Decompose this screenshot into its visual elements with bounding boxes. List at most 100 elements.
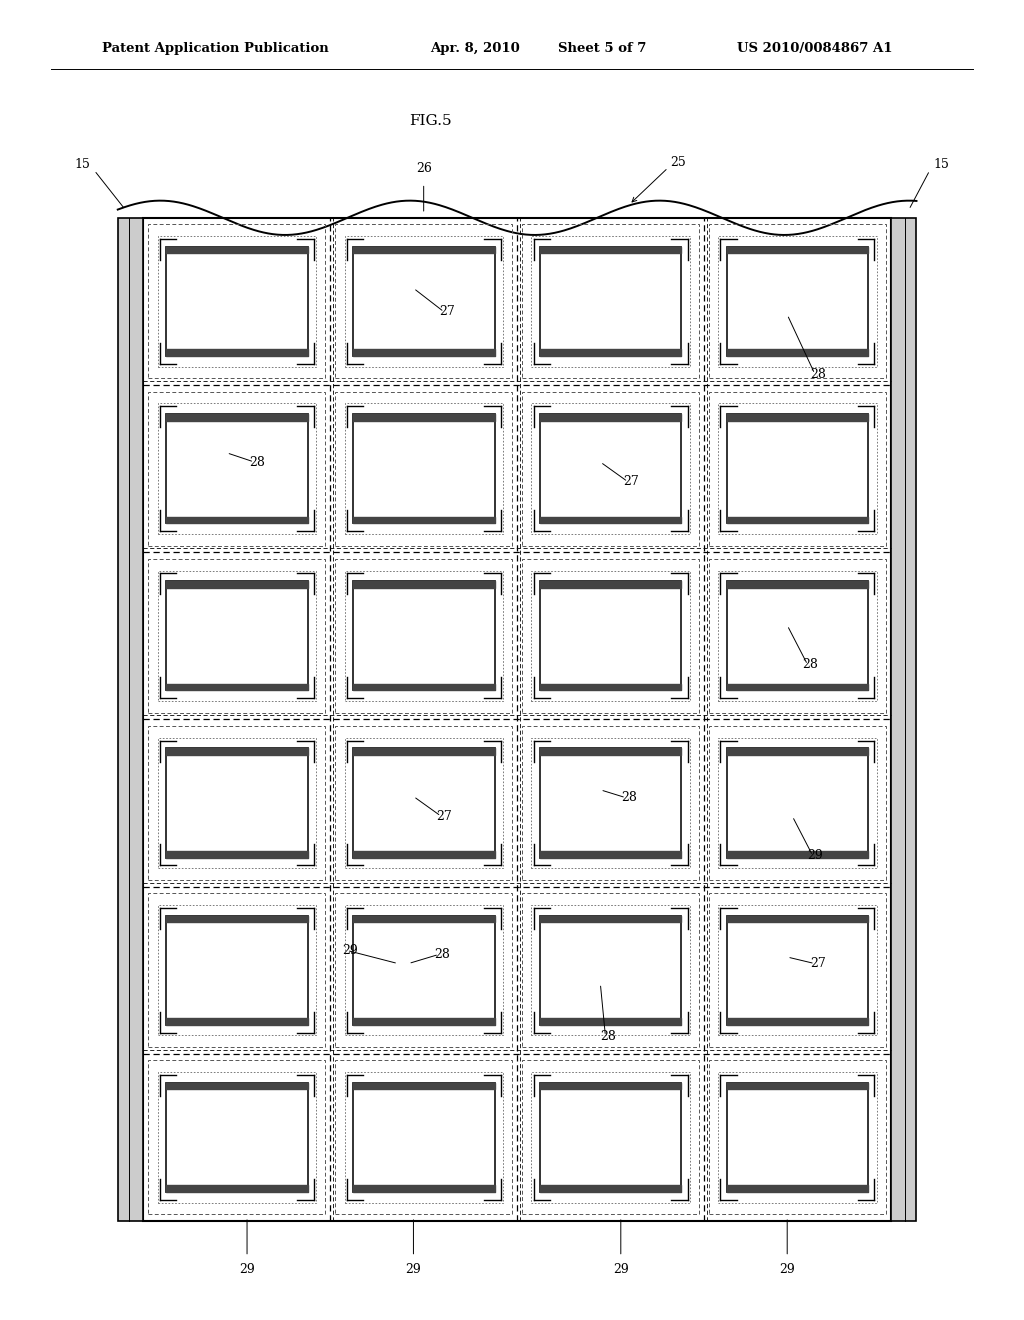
Text: 26: 26 [416,162,432,176]
Bar [344,404,503,533]
Bar [727,414,868,523]
Bar [719,1072,877,1203]
Bar [148,558,326,713]
Bar [336,894,512,1047]
Text: Sheet 5 of 7: Sheet 5 of 7 [558,42,646,55]
Bar [143,218,891,1221]
Text: 25: 25 [671,156,686,169]
Bar [148,1060,326,1214]
Text: 28: 28 [249,455,265,469]
Bar [344,1072,503,1203]
Text: Patent Application Publication: Patent Application Publication [102,42,329,55]
Bar [540,748,682,858]
Bar [709,392,886,545]
Bar [158,738,315,869]
Bar [158,404,315,533]
Bar [522,558,698,713]
Bar [709,224,886,379]
Text: 28: 28 [803,659,818,672]
Bar [158,1072,315,1203]
Bar [709,894,886,1047]
Bar [727,916,868,1024]
Bar [522,1060,698,1214]
Bar [891,218,916,1221]
Bar [531,1072,690,1203]
Bar [531,236,690,367]
Text: 28: 28 [434,948,450,961]
Bar [166,247,307,356]
Text: 28: 28 [621,791,637,804]
Bar [336,726,512,880]
Text: 29: 29 [406,1263,421,1276]
Text: Apr. 8, 2010: Apr. 8, 2010 [430,42,520,55]
Text: 29: 29 [808,849,823,862]
Bar [344,236,503,367]
Bar [531,906,690,1035]
Bar [727,581,868,690]
Bar [522,894,698,1047]
Text: 28: 28 [810,367,825,380]
Bar [709,1060,886,1214]
Text: 27: 27 [436,809,452,822]
Bar [148,224,326,379]
Bar [158,906,315,1035]
Text: 29: 29 [342,944,357,957]
Bar [352,247,495,356]
Bar [522,726,698,880]
Bar [148,894,326,1047]
Text: 28: 28 [600,1030,616,1043]
Bar [719,570,877,701]
Bar [158,236,315,367]
Text: 29: 29 [613,1263,629,1276]
Bar [336,224,512,379]
Bar [540,414,682,523]
Bar [531,570,690,701]
Bar [531,404,690,533]
Text: 29: 29 [779,1263,795,1276]
Bar [352,414,495,523]
Text: 15: 15 [934,158,950,172]
Bar [336,392,512,545]
Bar [344,570,503,701]
Bar [158,570,315,701]
Bar [719,906,877,1035]
Bar [540,247,682,356]
Bar [344,906,503,1035]
Bar [719,236,877,367]
Bar [540,916,682,1024]
Bar [352,748,495,858]
Text: 27: 27 [439,305,455,318]
Bar [166,581,307,690]
Bar [336,558,512,713]
Bar [709,726,886,880]
Bar [166,1082,307,1192]
Text: 27: 27 [810,957,825,970]
Text: 15: 15 [74,158,90,172]
Bar [522,392,698,545]
Bar [522,224,698,379]
Bar [531,738,690,869]
Text: 29: 29 [240,1263,255,1276]
Bar [352,916,495,1024]
Text: 27: 27 [623,475,639,488]
Bar [540,581,682,690]
Bar [148,392,326,545]
Bar [727,247,868,356]
Bar [118,218,143,1221]
Bar [727,1082,868,1192]
Bar [148,726,326,880]
Bar [166,748,307,858]
Bar [719,738,877,869]
Bar [352,581,495,690]
Bar [352,1082,495,1192]
Bar [166,414,307,523]
Bar [719,404,877,533]
Bar [336,1060,512,1214]
Text: FIG.5: FIG.5 [409,115,452,128]
Bar [166,916,307,1024]
Bar [727,748,868,858]
Text: US 2010/0084867 A1: US 2010/0084867 A1 [737,42,893,55]
Bar [540,1082,682,1192]
Bar [709,558,886,713]
Bar [344,738,503,869]
